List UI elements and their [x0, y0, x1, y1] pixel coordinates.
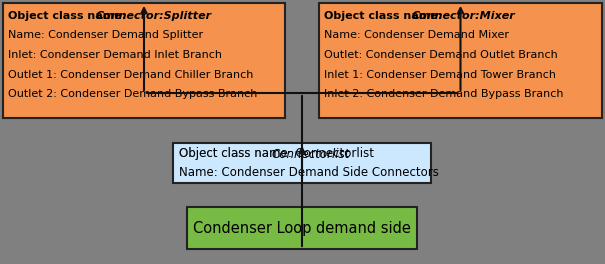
- Text: Name: Condenser Demand Splitter: Name: Condenser Demand Splitter: [8, 31, 203, 40]
- Text: Inlet: Condenser Demand Inlet Branch: Inlet: Condenser Demand Inlet Branch: [8, 50, 222, 60]
- Text: Object class name:: Object class name:: [8, 11, 130, 21]
- Text: Outlet: Condenser Demand Outlet Branch: Outlet: Condenser Demand Outlet Branch: [324, 50, 558, 60]
- Text: Connector:Splitter: Connector:Splitter: [96, 11, 212, 21]
- Text: Object class name:: Object class name:: [324, 11, 446, 21]
- Text: Connectorlist: Connectorlist: [271, 148, 350, 161]
- Text: Condenser Loop demand side: Condenser Loop demand side: [193, 220, 411, 235]
- Text: Name: Condenser Demand Side Connectors: Name: Condenser Demand Side Connectors: [179, 166, 439, 178]
- FancyBboxPatch shape: [3, 3, 285, 118]
- Text: Name: Condenser Demand Mixer: Name: Condenser Demand Mixer: [324, 31, 509, 40]
- FancyBboxPatch shape: [173, 143, 431, 183]
- Text: Inlet 2: Condenser Demand Bypass Branch: Inlet 2: Condenser Demand Bypass Branch: [324, 89, 563, 99]
- Text: Object class name:: Object class name:: [179, 148, 295, 161]
- Text: Inlet 1: Condenser Demand Tower Branch: Inlet 1: Condenser Demand Tower Branch: [324, 69, 556, 79]
- FancyBboxPatch shape: [187, 207, 417, 249]
- Text: Outlet 1: Condenser Demand Chiller Branch: Outlet 1: Condenser Demand Chiller Branc…: [8, 69, 253, 79]
- Text: Object class name: Connectorlist: Object class name: Connectorlist: [179, 148, 374, 161]
- Text: Object class name:: Object class name:: [179, 148, 295, 161]
- Text: Outlet 2: Condenser Demand Bypass Branch: Outlet 2: Condenser Demand Bypass Branch: [8, 89, 257, 99]
- FancyBboxPatch shape: [319, 3, 602, 118]
- Text: Connector:Mixer: Connector:Mixer: [411, 11, 515, 21]
